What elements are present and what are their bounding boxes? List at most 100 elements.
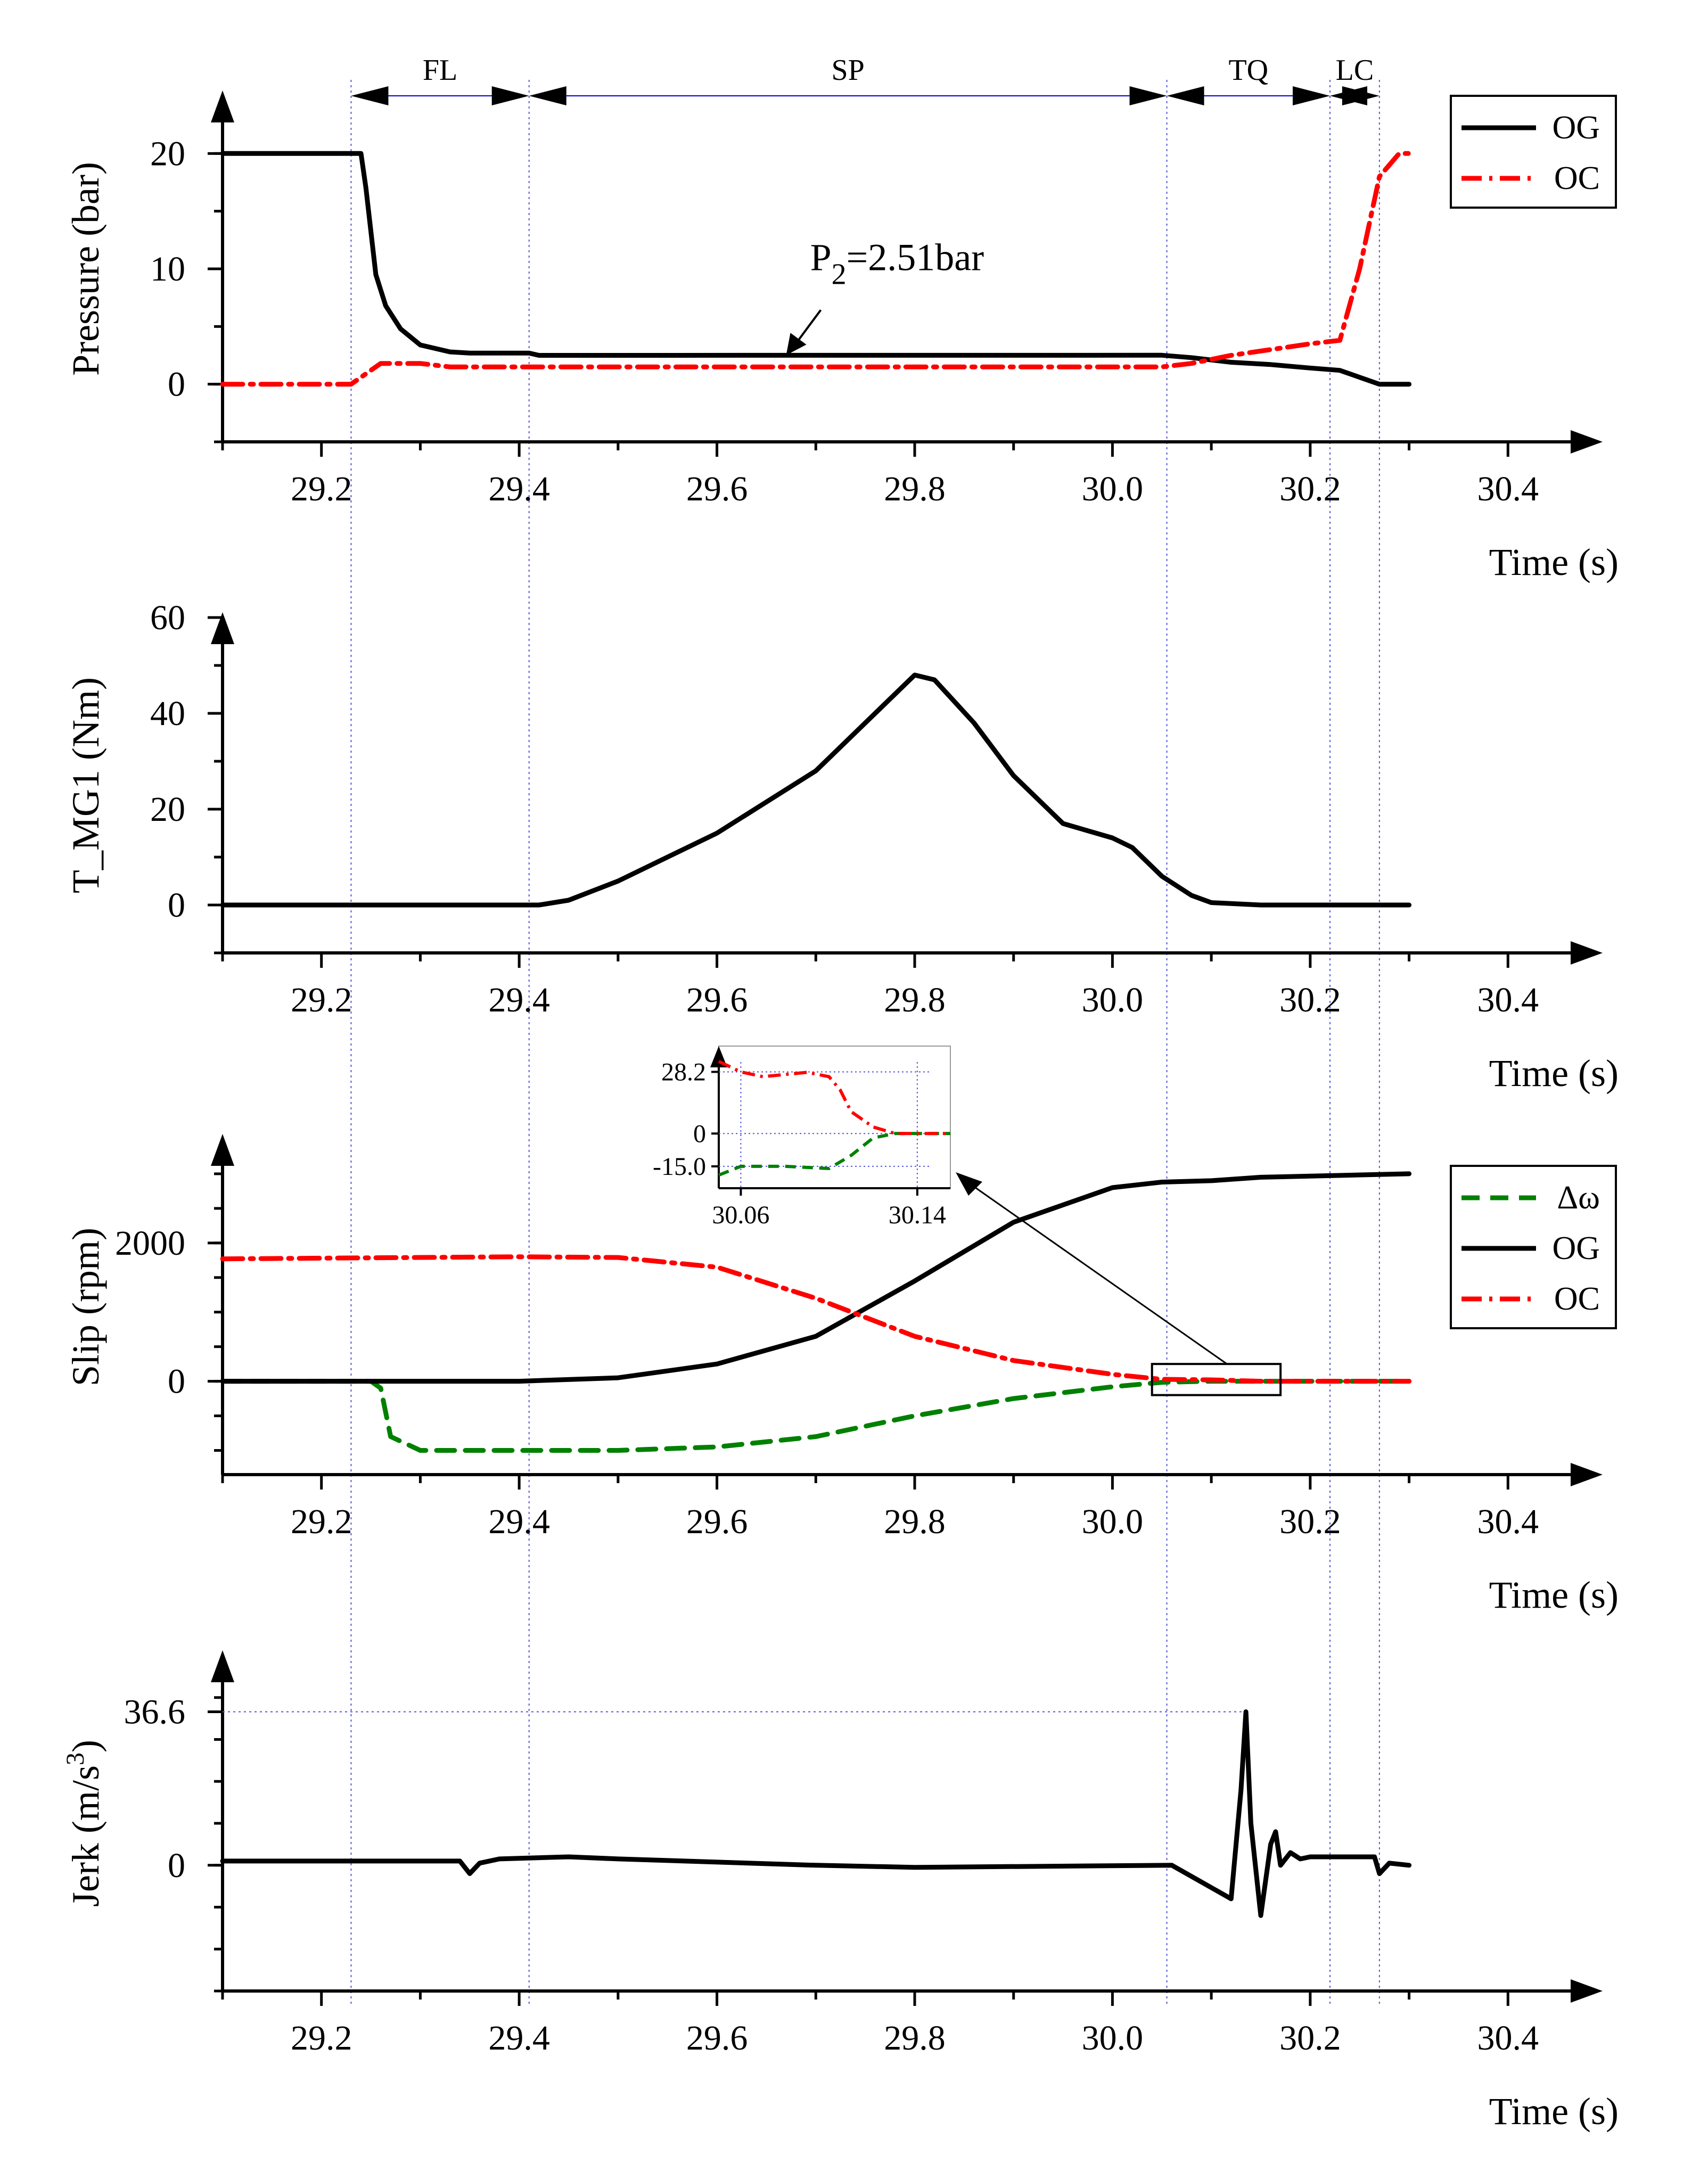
series-line-pressure-1: [220, 151, 1412, 387]
phase-label: FL: [423, 54, 457, 87]
zoom-leader-arrow: [956, 1172, 982, 1196]
y-axis-arrow: [211, 1134, 234, 1166]
y-axis-title-sup: 3: [61, 1753, 89, 1765]
legend-box: [1450, 95, 1617, 209]
legend-label: Δω: [1557, 1180, 1600, 1216]
y-tick-label: 40: [150, 694, 185, 733]
series-line-slip-0: [220, 1379, 1412, 1453]
x-tick-label: 29.8: [884, 1502, 946, 1541]
legend-label: OG: [1552, 110, 1600, 146]
x-tick-label: 29.4: [488, 1502, 550, 1541]
annotation-sub: 2: [832, 258, 847, 291]
y-tick-label: 0: [168, 1362, 185, 1401]
annotation-label: P2=2.51bar: [810, 236, 984, 291]
inset-y-tick-label: 28.2: [661, 1058, 706, 1086]
panel-slip: 29.2 29.4 29.6 29.8 30.0 30.2 30.4 Time (s) 0 200…: [64, 1046, 1619, 1616]
inset-y-tick-label: -15.0: [653, 1153, 706, 1181]
y-axis-title: Pressure (bar): [64, 162, 107, 376]
x-tick-label: 29.2: [291, 2019, 352, 2058]
panel-torque: 29.2 29.4 29.6 29.8 30.0 30.2 30.4 Time (s) 0 20 4…: [64, 598, 1619, 1095]
x-axis-title: Time (s): [1489, 1052, 1619, 1095]
y-axis-title: T_MG1 (Nm): [64, 677, 107, 893]
legend-label: OC: [1554, 1281, 1600, 1317]
x-tick-label: 29.8: [884, 470, 946, 508]
x-tick-label: 29.6: [686, 1502, 748, 1541]
annotation-suffix: =2.51bar: [847, 236, 984, 278]
x-tick-label: 30.4: [1477, 981, 1539, 1019]
x-tick-label: 30.4: [1477, 470, 1539, 508]
phase-arrow-right: [1129, 86, 1167, 105]
phase-arrow-left: [529, 86, 566, 105]
x-tick-label: 30.0: [1082, 470, 1144, 508]
zoom-leader: [960, 1176, 1228, 1365]
x-tick-label: 29.6: [686, 981, 748, 1019]
panel-jerk: 29.2 29.4 29.6 29.8 30.0 30.2 30.4 Time (s) 0 36.…: [61, 1650, 1619, 2133]
x-tick-label: 29.6: [686, 2019, 748, 2058]
y-axis-title-main: Jerk (m/s: [64, 1765, 107, 1907]
x-tick-label: 29.8: [884, 981, 946, 1019]
y-tick-label: 0: [168, 886, 185, 925]
x-axis-title: Time (s): [1489, 1574, 1619, 1616]
y-tick-label: 0: [168, 1846, 185, 1885]
x-tick-label: 30.2: [1279, 981, 1341, 1019]
series-line-slip-2: [220, 1254, 1412, 1384]
phase-arrow-left: [351, 86, 389, 105]
y-axis-title: Slip (rpm): [64, 1228, 107, 1386]
annotation-arrowhead: [786, 333, 807, 356]
y-axis-arrow: [211, 1650, 234, 1682]
x-tick-label: 30.0: [1082, 2019, 1144, 2058]
x-tick-label: 30.2: [1279, 2019, 1341, 2058]
x-tick-label: 29.2: [291, 1502, 352, 1541]
y-axis-title: Jerk (m/s3): [61, 1740, 107, 1907]
phase-label: LC: [1336, 54, 1374, 87]
x-axis-title: Time (s): [1489, 2090, 1619, 2133]
phase-label: SP: [831, 54, 864, 87]
inset-x-tick-label: 30.14: [889, 1201, 946, 1229]
y-axis-arrow: [211, 612, 234, 644]
y-tick-label: 60: [150, 598, 185, 637]
x-tick-label: 29.2: [291, 981, 352, 1019]
series-line-slip-1: [220, 1171, 1412, 1384]
inset-x-tick-label: 30.06: [712, 1201, 769, 1229]
phase-arrow-right: [1342, 86, 1379, 105]
inset-series-line-1: [718, 1060, 950, 1136]
x-tick-label: 30.0: [1082, 1502, 1144, 1541]
chart-panels: 29.2 29.4 29.6 29.8 30.0 30.2 30.4 Time (s) 0 10 2…: [61, 54, 1619, 2133]
y-tick-label: 36.6: [124, 1693, 186, 1732]
x-tick-label: 30.4: [1477, 2019, 1539, 2058]
legend-label: OG: [1552, 1230, 1600, 1266]
x-tick-label: 30.4: [1477, 1502, 1539, 1541]
y-axis-title-suffix: ): [64, 1740, 107, 1753]
panel-pressure: 29.2 29.4 29.6 29.8 30.0 30.2 30.4 Time (s) 0 10 2…: [64, 54, 1619, 583]
phase-guides: [350, 80, 1380, 2006]
y-axis-arrow: [211, 90, 234, 122]
inset-series-line-0: [718, 1132, 950, 1177]
inset-frame: [718, 1046, 951, 1189]
x-tick-label: 30.2: [1279, 1502, 1341, 1541]
annotation-main: P: [810, 236, 832, 278]
series-line-torque-0: [220, 672, 1412, 908]
series-line-jerk-0: [220, 1709, 1412, 1918]
y-tick-label: 2000: [115, 1224, 185, 1263]
y-tick-label: 10: [150, 250, 185, 289]
y-tick-label: 20: [150, 790, 185, 829]
x-axis-arrow: [1571, 1463, 1603, 1486]
y-tick-label: 0: [168, 365, 185, 404]
legend-label: OC: [1554, 160, 1600, 196]
x-tick-label: 29.4: [488, 470, 550, 508]
x-axis-arrow: [1571, 1979, 1603, 2003]
x-tick-label: 30.0: [1082, 981, 1144, 1019]
y-tick-label: 20: [150, 134, 185, 173]
phase-arrow-left: [1167, 86, 1204, 105]
x-tick-label: 29.2: [291, 470, 352, 508]
x-axis-title: Time (s): [1489, 541, 1619, 583]
phase-arrow-right: [1293, 86, 1330, 105]
zoom-box: [1151, 1363, 1282, 1396]
phase-label: TQ: [1228, 54, 1268, 87]
x-tick-label: 29.6: [686, 470, 748, 508]
x-tick-label: 29.4: [488, 2019, 550, 2058]
x-axis-arrow: [1571, 941, 1603, 965]
series-line-pressure-0: [220, 151, 1412, 387]
inset-y-tick-label: 0: [693, 1120, 706, 1148]
